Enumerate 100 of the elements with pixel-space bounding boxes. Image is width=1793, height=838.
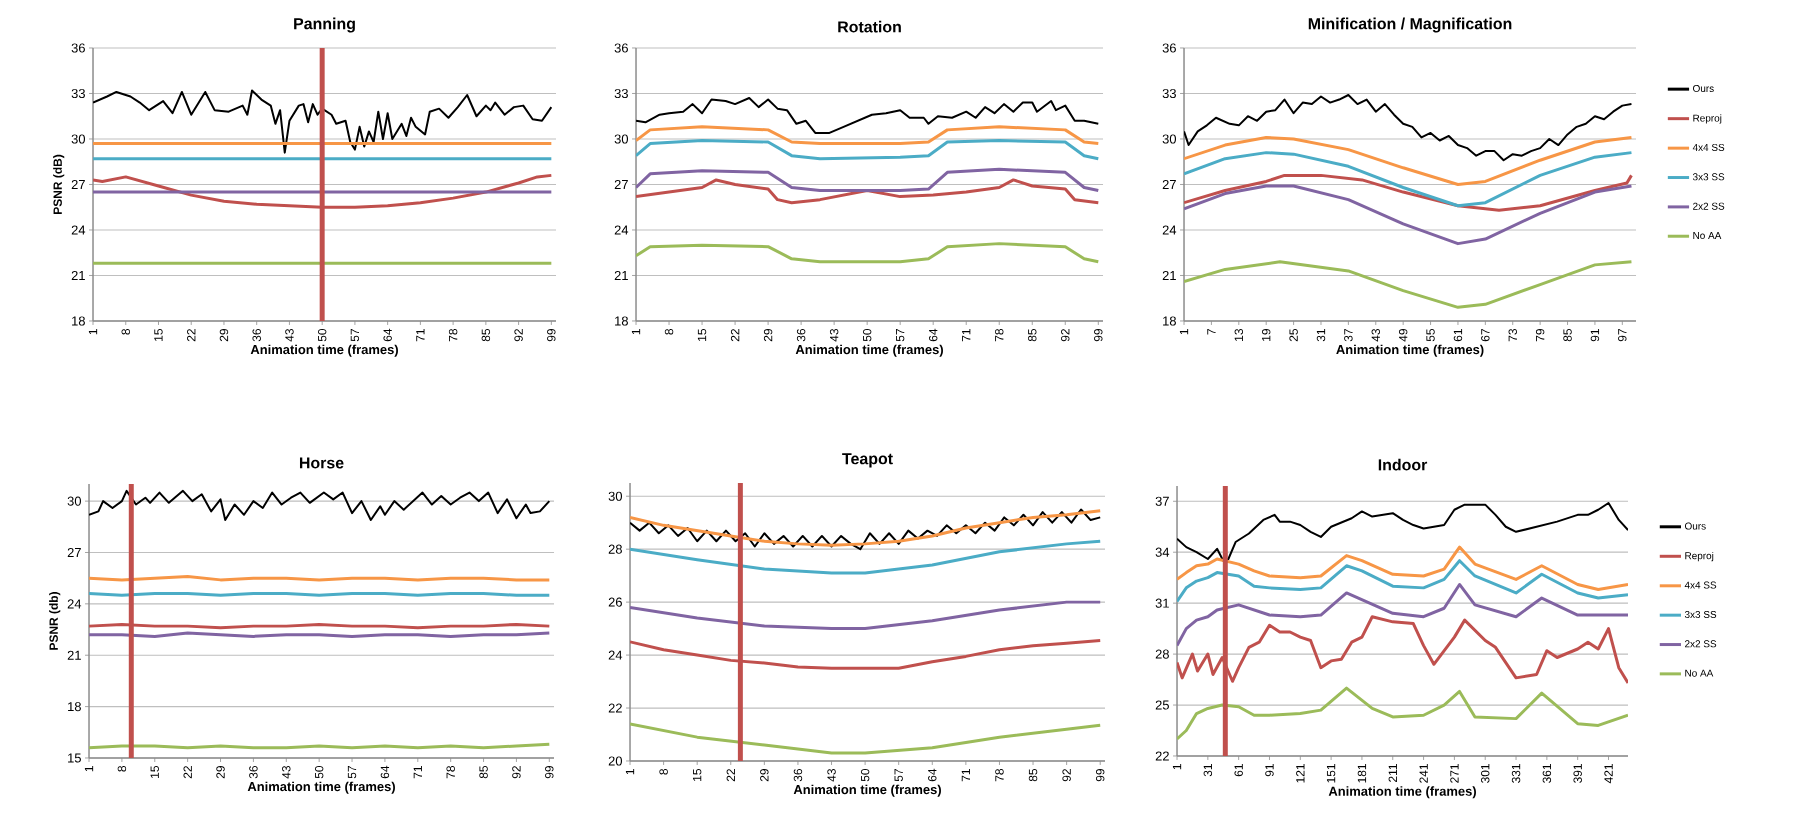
y-tick-label: 36 bbox=[614, 43, 628, 53]
y-tick-label: 18 bbox=[68, 702, 81, 712]
x-tick-label: 78 bbox=[995, 329, 1004, 342]
x-tick-label: 8 bbox=[121, 329, 130, 335]
y-tick-label: 33 bbox=[614, 88, 628, 99]
x-tick-label: 19 bbox=[1261, 329, 1271, 341]
x-tick-label: 78 bbox=[446, 766, 455, 779]
x-tick-label: 43 bbox=[827, 769, 836, 782]
x-tick-label: 71 bbox=[413, 766, 422, 779]
x-tick-label: 8 bbox=[664, 329, 674, 335]
x-tick-label: 361 bbox=[1542, 764, 1552, 783]
x-tick-label: 79 bbox=[1535, 329, 1545, 342]
y-tick-label: 30 bbox=[71, 134, 86, 144]
x-tick-label: 331 bbox=[1511, 764, 1521, 783]
y-tick-label: 18 bbox=[1163, 316, 1176, 326]
y-tick-label: 18 bbox=[72, 316, 85, 326]
x-tick-label: 36 bbox=[793, 769, 803, 782]
x-tick-label: 1 bbox=[631, 329, 641, 335]
x-axis-title: Animation time (frames) bbox=[247, 781, 395, 794]
x-tick-label: 92 bbox=[512, 766, 521, 779]
x-tick-label: 61 bbox=[1234, 764, 1243, 777]
x-tick-label: 7 bbox=[1207, 329, 1216, 335]
y-tick-label: 24 bbox=[67, 599, 82, 609]
y-tick-label: 15 bbox=[68, 753, 81, 763]
legend-label: Reproj bbox=[1685, 551, 1714, 562]
x-axis-title: Animation time (frames) bbox=[1336, 344, 1484, 357]
x-tick-label: 92 bbox=[1062, 769, 1071, 782]
x-tick-label: 31 bbox=[1203, 764, 1213, 777]
x-tick-label: 1 bbox=[1172, 764, 1182, 770]
y-tick-label: 27 bbox=[71, 179, 85, 189]
x-tick-label: 57 bbox=[896, 329, 905, 342]
y-tick-label: 21 bbox=[67, 650, 81, 660]
x-tick-label: 71 bbox=[961, 769, 970, 782]
x-tick-label: 99 bbox=[1095, 769, 1105, 782]
x-tick-label: 91 bbox=[1590, 329, 1600, 342]
x-tick-label: 43 bbox=[282, 766, 291, 779]
x-tick-label: 421 bbox=[1604, 764, 1613, 784]
y-tick-label: 25 bbox=[1155, 700, 1169, 710]
x-tick-label: 57 bbox=[347, 766, 357, 779]
line-series bbox=[1177, 545, 1629, 592]
chart-title: Panning bbox=[294, 17, 355, 33]
legend-label: Reproj bbox=[1693, 114, 1722, 124]
x-tick-label: 43 bbox=[285, 329, 294, 342]
line-series bbox=[636, 167, 1100, 193]
legend-label: Ours bbox=[1693, 84, 1714, 92]
legend-label: Ours bbox=[1684, 522, 1706, 530]
chart-title: Teapot bbox=[842, 453, 893, 468]
y-tick-label: 27 bbox=[67, 547, 81, 558]
x-tick-label: 50 bbox=[314, 765, 324, 779]
legend-label: No AA bbox=[1693, 232, 1722, 239]
x-tick-label: 8 bbox=[659, 769, 668, 775]
x-tick-label: 36 bbox=[796, 329, 806, 342]
line-series bbox=[636, 139, 1100, 161]
line-series bbox=[1184, 135, 1633, 186]
y-tick-label: 27 bbox=[1162, 179, 1176, 189]
x-tick-label: 301 bbox=[1481, 764, 1490, 783]
legend-label: 2x2 SS bbox=[1685, 640, 1717, 648]
x-tick-label: 97 bbox=[1618, 329, 1627, 342]
x-tick-label: 57 bbox=[894, 769, 903, 782]
y-tick-label: 24 bbox=[608, 650, 623, 660]
x-tick-label: 64 bbox=[383, 328, 392, 342]
y-tick-label: 28 bbox=[608, 544, 622, 554]
x-tick-label: 92 bbox=[1061, 329, 1070, 342]
x-tick-label: 64 bbox=[928, 328, 938, 342]
y-tick-label: 37 bbox=[1155, 496, 1169, 506]
x-tick-label: 99 bbox=[1094, 329, 1103, 342]
legend-label: 4x4 SS bbox=[1692, 143, 1725, 151]
x-tick-label: 71 bbox=[962, 329, 971, 342]
line-series bbox=[1184, 260, 1633, 309]
x-tick-label: 64 bbox=[928, 768, 937, 782]
x-tick-label: 92 bbox=[514, 329, 523, 342]
x-tick-label: 1 bbox=[84, 766, 94, 772]
y-tick-label: 30 bbox=[1162, 134, 1177, 144]
x-tick-label: 78 bbox=[995, 769, 1004, 782]
y-tick-label: 21 bbox=[71, 270, 85, 280]
x-tick-label: 85 bbox=[1028, 769, 1038, 782]
x-tick-label: 50 bbox=[860, 768, 870, 782]
legend-label: 3x3 SS bbox=[1684, 610, 1717, 618]
line-series bbox=[630, 722, 1102, 755]
y-axis-title: PSNR (dB) bbox=[53, 154, 65, 214]
x-axis-title: Animation time (frames) bbox=[1328, 786, 1476, 799]
y-tick-label: 24 bbox=[1162, 225, 1177, 235]
x-tick-label: 67 bbox=[1481, 329, 1490, 342]
x-tick-label: 73 bbox=[1508, 329, 1517, 342]
y-tick-label: 22 bbox=[1155, 751, 1169, 761]
x-tick-label: 29 bbox=[763, 329, 773, 342]
legend-label: No AA bbox=[1685, 669, 1714, 677]
x-tick-label: 1 bbox=[625, 769, 635, 775]
y-tick-label: 27 bbox=[614, 179, 628, 189]
x-tick-label: 15 bbox=[154, 329, 163, 341]
y-tick-label: 20 bbox=[608, 756, 623, 766]
y-tick-label: 24 bbox=[71, 225, 86, 235]
x-tick-label: 271 bbox=[1450, 764, 1459, 783]
x-tick-label: 25 bbox=[1289, 329, 1298, 342]
x-tick-label: 22 bbox=[187, 329, 196, 342]
x-tick-label: 43 bbox=[1371, 329, 1380, 342]
x-tick-label: 29 bbox=[219, 329, 229, 342]
x-tick-label: 31 bbox=[1316, 329, 1326, 342]
y-tick-label: 21 bbox=[1162, 270, 1176, 280]
x-tick-label: 36 bbox=[249, 766, 258, 779]
